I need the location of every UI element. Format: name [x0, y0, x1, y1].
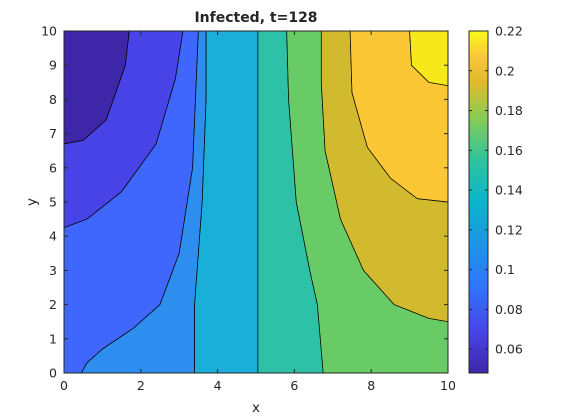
y-tick-label: 8 — [49, 92, 57, 107]
x-tick-label: 0 — [60, 378, 68, 393]
y-tick-label: 1 — [49, 331, 57, 346]
y-tick-label: 3 — [49, 263, 57, 278]
colorbar-tick-label: 0.22 — [495, 24, 523, 39]
y-axis-label: y — [24, 198, 40, 206]
y-tick-label: 0 — [49, 366, 57, 381]
y-axis: 0 1 2 3 4 5 6 7 8 9 10 — [41, 24, 448, 381]
y-tick-label: 4 — [49, 229, 57, 244]
y-tick-label: 9 — [49, 58, 57, 73]
colorbar-tick-label: 0.14 — [495, 183, 523, 198]
x-tick-label: 2 — [137, 378, 145, 393]
x-tick-label: 10 — [440, 378, 456, 393]
colorbar-tick-label: 0.18 — [495, 103, 523, 118]
x-tick-label: 6 — [290, 378, 298, 393]
x-axis: 0 2 4 6 8 10 — [60, 31, 456, 393]
x-tick-label: 8 — [367, 378, 375, 393]
colorbar-tick-label: 0.2 — [495, 63, 515, 78]
colorbar-gradient — [468, 30, 489, 374]
colorbar-tick-label: 0.12 — [495, 222, 523, 237]
y-tick-label: 10 — [41, 24, 57, 39]
contour-plot-area — [63, 30, 449, 374]
y-tick-label: 6 — [49, 160, 57, 175]
chart-title: Infected, t=128 — [194, 10, 317, 26]
colorbar: 0.06 0.08 0.1 0.12 0.14 0.16 0.18 0.2 0.22 — [468, 24, 523, 374]
x-tick-label: 4 — [214, 378, 222, 393]
colorbar-tick-label: 0.1 — [495, 262, 515, 277]
y-tick-label: 7 — [49, 126, 57, 141]
colorbar-tick-label: 0.08 — [495, 302, 523, 317]
y-tick-label: 5 — [49, 195, 57, 210]
x-axis-label: x — [252, 400, 260, 416]
colorbar-tick-label: 0.16 — [495, 143, 523, 158]
y-tick-label: 2 — [49, 297, 57, 312]
colorbar-tick-label: 0.06 — [495, 342, 523, 357]
